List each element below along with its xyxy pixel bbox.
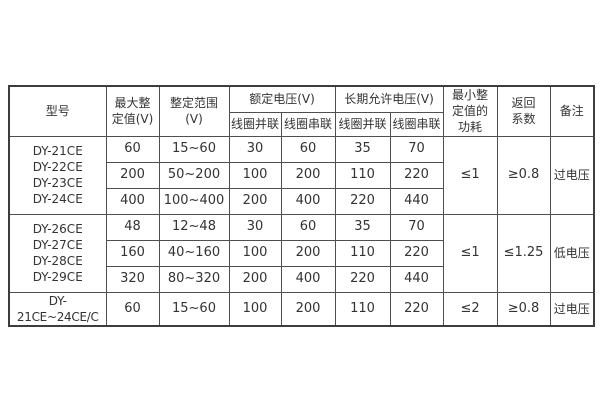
table-row: 200 50~200 100 200 110 220 xyxy=(9,161,594,189)
cell-rated-parallel: 200 xyxy=(228,265,282,293)
cell-longterm-series: 70 xyxy=(389,213,444,241)
cell-longterm-parallel: 35 xyxy=(334,135,391,163)
cell-rated-parallel: 100 xyxy=(228,291,282,327)
header-longterm-voltage: 长期允许电压(V) xyxy=(334,85,444,114)
model-group-1: DY-21CE DY-22CE DY-23CE DY-24CE xyxy=(8,135,107,215)
cell-rated-series: 200 xyxy=(280,239,336,267)
table-row: 160 40~160 100 200 110 220 xyxy=(9,239,594,267)
cell-setting-range: 15~60 xyxy=(158,291,230,327)
table-row: DY-21CE DY-22CE DY-23CE DY-24CE 60 15~60… xyxy=(8,135,595,215)
cell-setting-range: 15~60 xyxy=(158,135,230,163)
cell-longterm-parallel: 220 xyxy=(334,187,391,215)
header-rated-voltage: 额定电压(V) xyxy=(228,85,336,114)
cell-max-setting: 60 xyxy=(105,291,160,327)
cell-longterm-parallel: 220 xyxy=(334,265,391,293)
cell-remark-last: 过电压 xyxy=(549,291,595,327)
header-coil-parallel-longterm: 线圈并联 xyxy=(334,112,391,137)
cell-max-setting: 400 xyxy=(105,187,160,215)
cell-longterm-series: 220 xyxy=(389,239,444,267)
cell-return-coefficient-last: ≥0.8 xyxy=(496,291,551,327)
cell-longterm-parallel: 110 xyxy=(334,291,391,327)
header-setting-range: 整定范围 (V) xyxy=(158,85,230,137)
cell-remark-group-2: 低电压 xyxy=(549,213,595,293)
header-remark: 备注 xyxy=(549,85,595,137)
relay-spec-table: 型号 最大整 定值(V) 整定范围 (V) 额定电压(V) 长期允许电压(V) … xyxy=(8,85,596,327)
cell-max-setting: 60 xyxy=(105,135,160,163)
cell-setting-range: 40~160 xyxy=(158,239,230,267)
cell-return-coefficient-group-1: ≥0.8 xyxy=(496,135,551,215)
cell-max-setting: 200 xyxy=(105,161,160,189)
cell-remark-group-1: 过电压 xyxy=(549,135,595,215)
header-min-power: 最小整 定值的 功耗 xyxy=(442,85,498,137)
cell-longterm-parallel: 110 xyxy=(334,239,391,267)
header-model: 型号 xyxy=(8,85,107,137)
header-return-coefficient: 返回 系数 xyxy=(496,85,551,137)
header-coil-series-longterm: 线圈串联 xyxy=(389,112,444,137)
cell-rated-parallel: 100 xyxy=(228,161,282,189)
table-row: DY-26CE DY-27CE DY-28CE DY-29CE 48 12~48… xyxy=(8,213,595,293)
cell-rated-parallel: 200 xyxy=(228,187,282,215)
cell-longterm-series: 440 xyxy=(389,265,444,293)
cell-rated-series: 60 xyxy=(280,135,336,163)
header-max-setting: 最大整 定值(V) xyxy=(105,85,160,137)
cell-min-power-last: ≤2 xyxy=(442,291,498,327)
cell-max-setting: 48 xyxy=(105,213,160,241)
cell-longterm-series: 70 xyxy=(389,135,444,163)
header-coil-parallel-rated: 线圈并联 xyxy=(228,112,282,137)
cell-longterm-series: 220 xyxy=(389,161,444,189)
cell-rated-series: 200 xyxy=(280,291,336,327)
header-coil-series-rated: 线圈串联 xyxy=(280,112,336,137)
cell-max-setting: 320 xyxy=(105,265,160,293)
cell-setting-range: 80~320 xyxy=(158,265,230,293)
cell-setting-range: 100~400 xyxy=(158,187,230,215)
cell-rated-series: 400 xyxy=(280,187,336,215)
cell-rated-parallel: 30 xyxy=(228,135,282,163)
cell-setting-range: 12~48 xyxy=(158,213,230,241)
table-row: DY-21CE~24CE/C 60 15~60 100 200 110 220 … xyxy=(8,291,595,327)
model-last-row: DY-21CE~24CE/C xyxy=(8,291,107,327)
cell-rated-parallel: 100 xyxy=(228,239,282,267)
cell-setting-range: 50~200 xyxy=(158,161,230,189)
cell-rated-series: 200 xyxy=(280,161,336,189)
cell-rated-parallel: 30 xyxy=(228,213,282,241)
cell-rated-series: 60 xyxy=(280,213,336,241)
cell-min-power-group-1: ≤1 xyxy=(442,135,498,215)
cell-longterm-series: 440 xyxy=(389,187,444,215)
cell-max-setting: 160 xyxy=(105,239,160,267)
cell-longterm-parallel: 110 xyxy=(334,161,391,189)
model-group-2: DY-26CE DY-27CE DY-28CE DY-29CE xyxy=(8,213,107,293)
cell-longterm-series: 220 xyxy=(389,291,444,327)
cell-return-coefficient-group-2: ≤1.25 xyxy=(496,213,551,293)
cell-min-power-group-2: ≤1 xyxy=(442,213,498,293)
cell-rated-series: 400 xyxy=(280,265,336,293)
table-row: 320 80~320 200 400 220 440 xyxy=(9,265,594,293)
table-row: 400 100~400 200 400 220 440 xyxy=(9,187,594,215)
cell-longterm-parallel: 35 xyxy=(334,213,391,241)
